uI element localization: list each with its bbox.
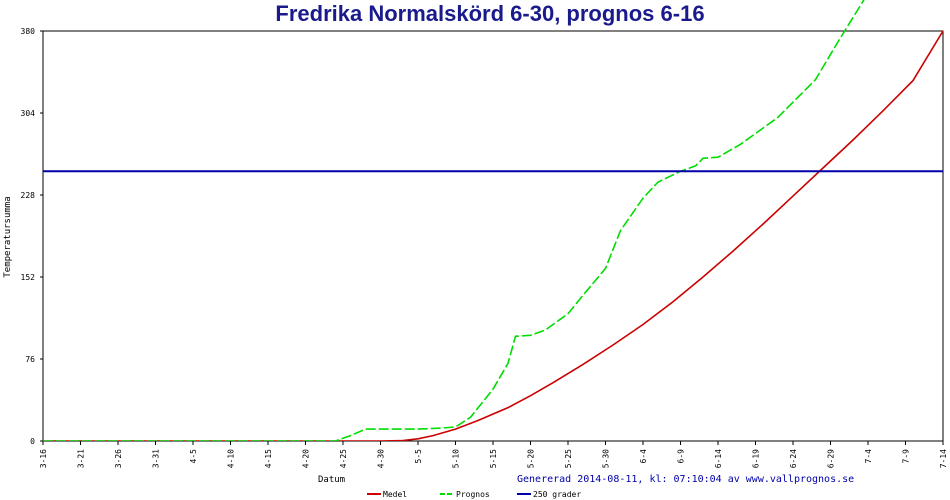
x-tick-label: 6-24	[789, 449, 798, 468]
x-tick-label: 5-30	[602, 449, 611, 468]
x-tick-label: 3-16	[39, 449, 48, 468]
x-tick-label: 5-20	[527, 449, 536, 468]
x-tick-label: 4-25	[339, 449, 348, 468]
y-tick-label: 0	[30, 437, 35, 446]
x-tick-label: 3-21	[77, 449, 86, 468]
x-tick-label: 5-10	[452, 449, 461, 468]
x-tick-label: 6-19	[752, 449, 761, 468]
x-tick-label: 5-5	[414, 449, 423, 464]
y-tick-label: 152	[21, 273, 36, 282]
x-tick-label: 4-30	[377, 449, 386, 468]
plot-frame	[42, 30, 944, 442]
series-line-0	[43, 30, 944, 441]
y-axis-label: Temperatursumma	[3, 196, 13, 277]
x-tick-label: 7-9	[902, 449, 911, 464]
x-tick-label: 3-31	[152, 449, 161, 468]
y-tick-label: 228	[21, 191, 36, 200]
y-tick-label: 304	[21, 109, 36, 118]
x-tick-label: 5-15	[489, 449, 498, 468]
generated-footer: Genererad 2014-08-11, kl: 07:10:04 av ww…	[517, 474, 854, 485]
legend-label: Prognos	[456, 490, 490, 499]
x-tick-label: 6-9	[677, 449, 686, 464]
x-tick-label: 6-14	[714, 449, 723, 468]
legend-label: Medel	[383, 490, 407, 499]
x-tick-label: 5-25	[564, 449, 573, 468]
y-tick-label: 76	[25, 355, 35, 364]
chart-title: Fredrika Normalskörd 6-30, prognos 6-16	[275, 1, 704, 26]
plot-area	[42, 0, 944, 442]
y-tick-label: 380	[21, 27, 36, 36]
series-line-1	[43, 0, 865, 441]
legend-label: 250 grader	[533, 490, 581, 499]
y-axis: 0 76 152 228 304 380	[21, 27, 43, 446]
x-axis: 3-16 3-21 3-26 3-31 4-5 4-10 4-15 4-20 4-25 4-30 5…	[39, 441, 948, 468]
x-tick-label: 6-4	[639, 449, 648, 464]
x-tick-label: 4-5	[189, 449, 198, 464]
x-tick-label: 7-4	[864, 449, 873, 464]
x-tick-label: 4-15	[264, 449, 273, 468]
x-axis-label: Datum	[318, 475, 345, 485]
legend: Medel Prognos 250 grader	[367, 490, 581, 499]
x-tick-label: 3-26	[114, 449, 123, 468]
x-tick-label: 7-14	[939, 449, 948, 468]
x-tick-label: 6-29	[827, 449, 836, 468]
x-tick-label: 4-10	[227, 449, 236, 468]
x-tick-label: 4-20	[302, 449, 311, 468]
